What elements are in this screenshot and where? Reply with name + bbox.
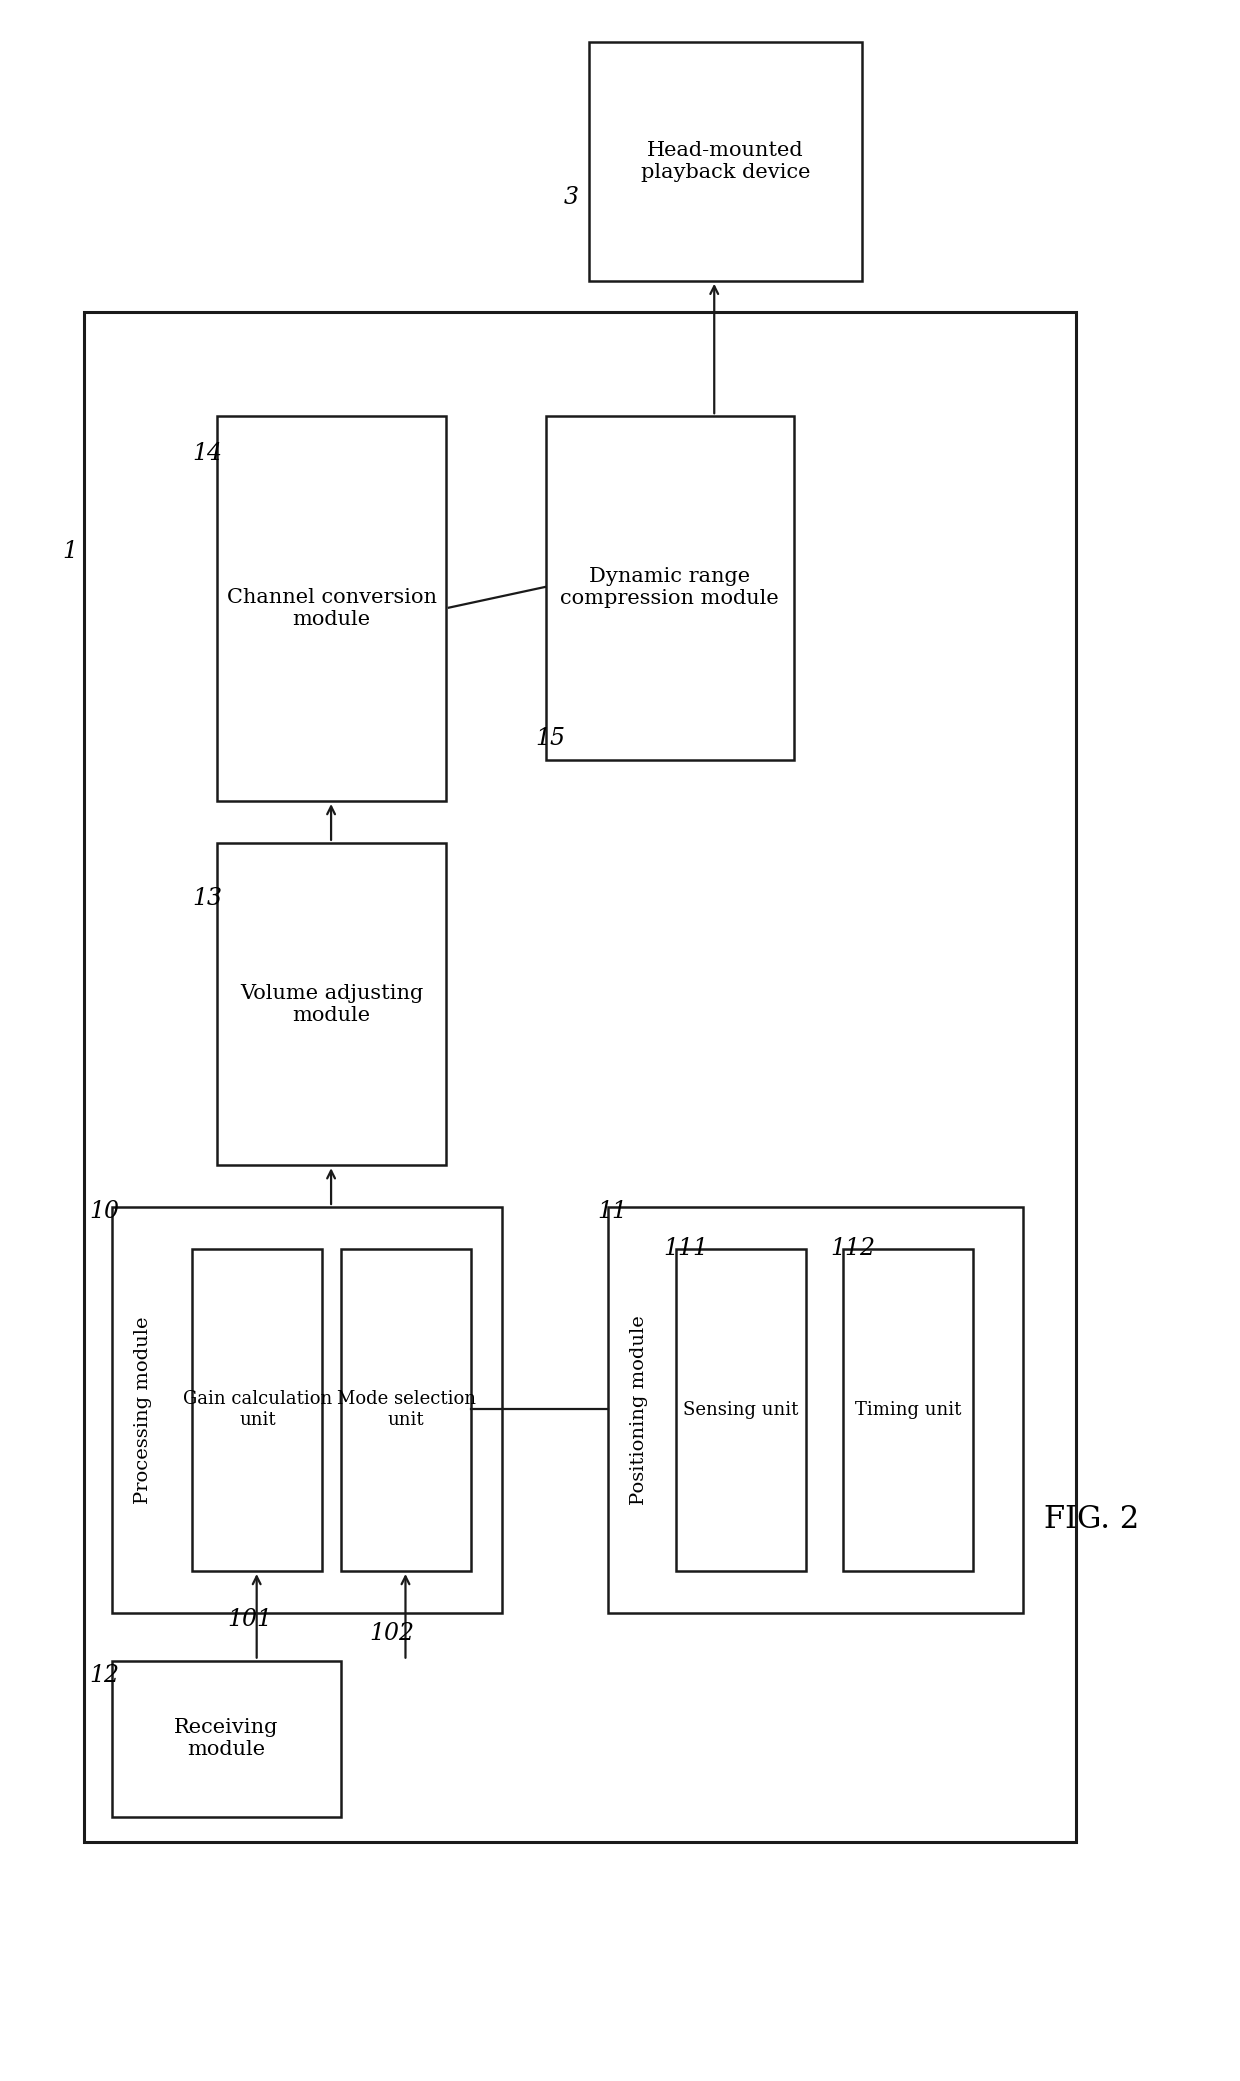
Text: 10: 10 (89, 1199, 119, 1224)
FancyBboxPatch shape (843, 1249, 973, 1571)
FancyBboxPatch shape (112, 1661, 341, 1817)
Text: 1: 1 (62, 539, 77, 564)
Text: 15: 15 (536, 726, 565, 751)
Text: 101: 101 (227, 1607, 272, 1632)
Text: FIG. 2: FIG. 2 (1044, 1505, 1138, 1534)
FancyBboxPatch shape (217, 843, 446, 1165)
Text: 14: 14 (192, 441, 222, 466)
Text: Dynamic range
compression module: Dynamic range compression module (560, 568, 779, 608)
FancyBboxPatch shape (217, 416, 446, 801)
FancyBboxPatch shape (608, 1207, 1023, 1613)
FancyBboxPatch shape (341, 1249, 471, 1571)
Text: Timing unit: Timing unit (856, 1401, 961, 1419)
Text: 11: 11 (598, 1199, 627, 1224)
Text: Mode selection
unit: Mode selection unit (336, 1390, 476, 1430)
Text: Processing module: Processing module (134, 1315, 151, 1505)
Text: Receiving
module: Receiving module (174, 1719, 279, 1758)
Text: 3: 3 (564, 185, 579, 210)
Text: 12: 12 (89, 1663, 119, 1688)
Text: 13: 13 (192, 887, 222, 911)
FancyBboxPatch shape (84, 312, 1076, 1842)
Text: 112: 112 (831, 1236, 875, 1261)
FancyBboxPatch shape (546, 416, 794, 760)
Text: Channel conversion
module: Channel conversion module (227, 589, 436, 628)
FancyBboxPatch shape (676, 1249, 806, 1571)
Text: 111: 111 (663, 1236, 708, 1261)
FancyBboxPatch shape (112, 1207, 502, 1613)
Text: Volume adjusting
module: Volume adjusting module (241, 984, 423, 1024)
Text: 102: 102 (370, 1621, 414, 1646)
Text: Gain calculation
unit: Gain calculation unit (182, 1390, 332, 1430)
Text: Positioning module: Positioning module (630, 1315, 647, 1505)
FancyBboxPatch shape (192, 1249, 322, 1571)
Text: Sensing unit: Sensing unit (683, 1401, 799, 1419)
Text: Head-mounted
playback device: Head-mounted playback device (641, 142, 810, 181)
FancyBboxPatch shape (589, 42, 862, 281)
